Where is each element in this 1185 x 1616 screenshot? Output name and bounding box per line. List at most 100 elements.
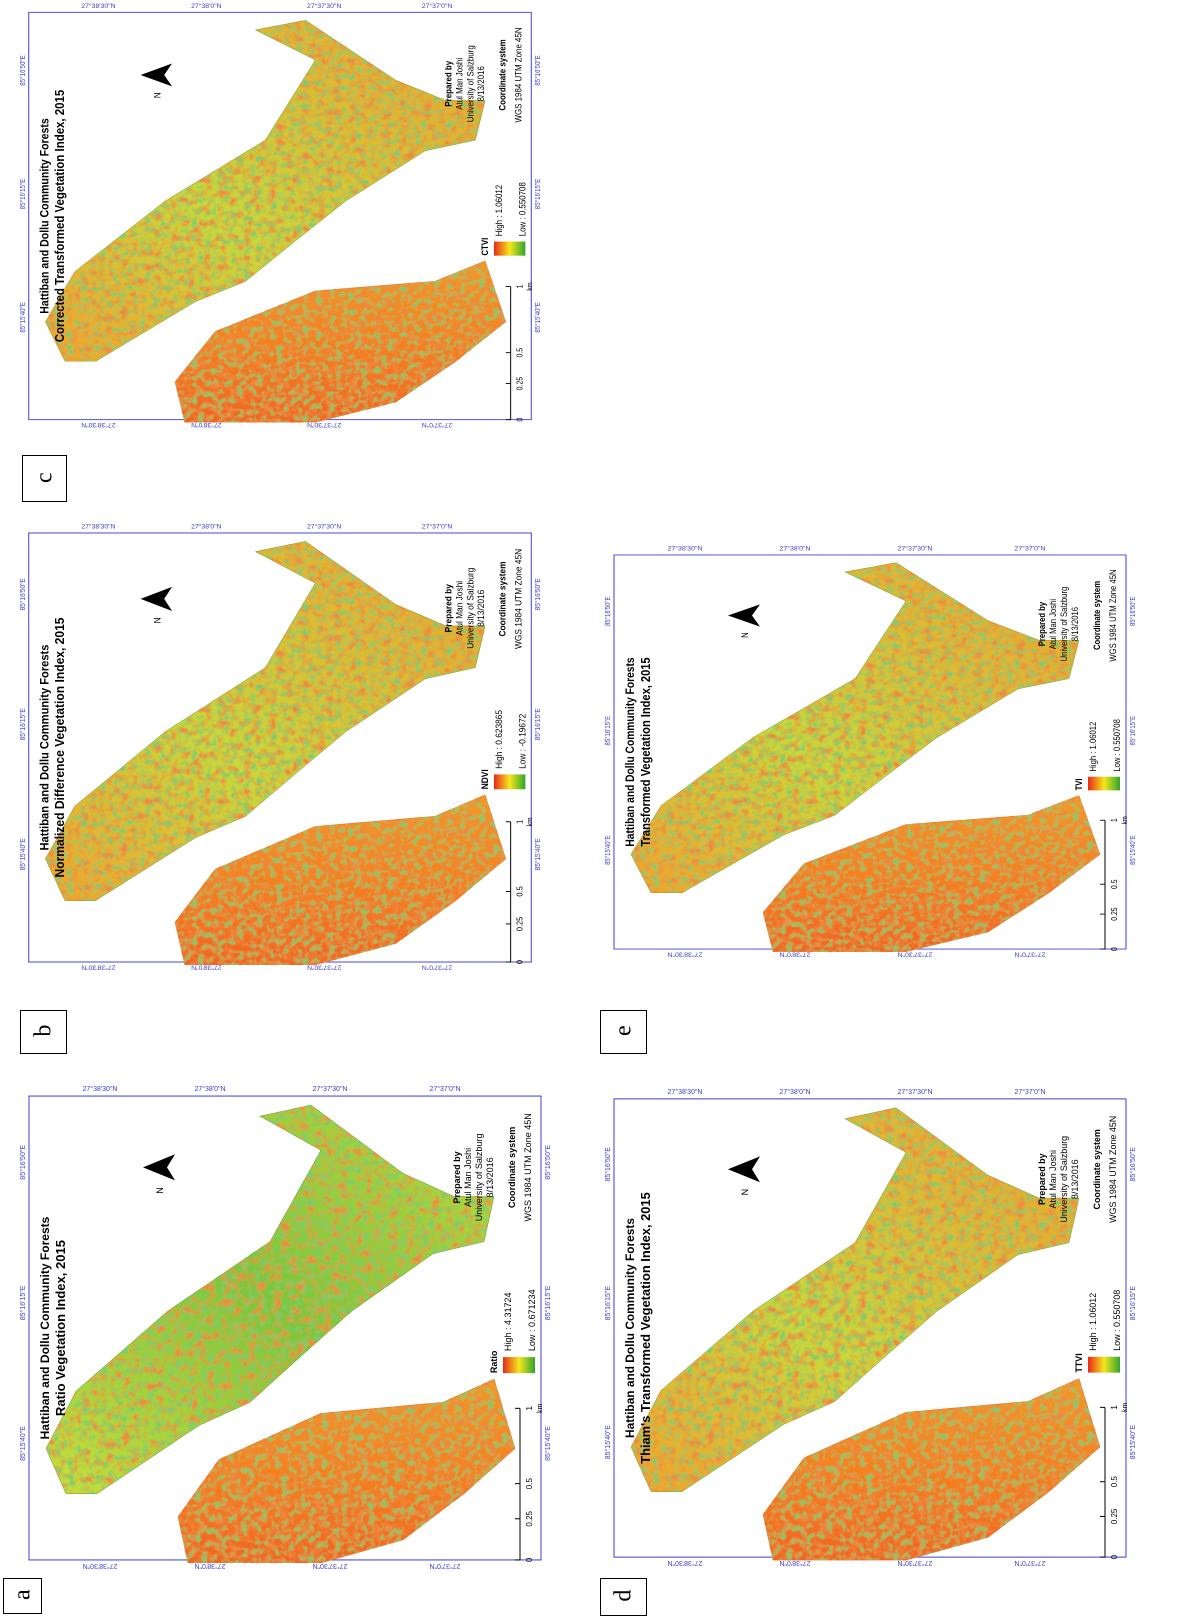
map-subtitle: Corrected Transformed Vegetation Index, … <box>53 90 68 343</box>
map-panel: 85°15'40"E 85°15'40"E 85°16'15"E 85°16'15"E… <box>15 1082 555 1574</box>
latitude-label: 27°38'30"N <box>667 545 702 552</box>
legend-ramp <box>1088 1357 1120 1373</box>
longitude-label: 85°16'50"E <box>604 596 613 626</box>
legend-high: High : 1.06012 <box>1088 1293 1098 1351</box>
panel-label: c <box>31 472 58 483</box>
coordinate-heading: Coordinate system <box>497 39 508 110</box>
legend-high: High : 1.06012 <box>1087 721 1098 771</box>
panel-label: d <box>610 1590 637 1602</box>
legend-high: High : 1.06012 <box>493 184 504 236</box>
scale-label: 0.25 <box>515 917 524 931</box>
coordinate-system: WGS 1984 UTM Zone 45N <box>1107 569 1118 661</box>
coordinate-heading: Coordinate system <box>507 1127 517 1208</box>
author: Atul Man Joshi <box>1047 599 1058 649</box>
legend-title: Ratio <box>489 1350 499 1373</box>
map: 85°15'40"E85°15'40"E85°16'15"E85°16'15"E… <box>15 0 545 432</box>
longitude-label: 85°16'50"E <box>19 578 27 611</box>
longitude-label: 85°15'40"E <box>534 838 542 871</box>
latitude-label: 27°37'0"N <box>421 421 452 429</box>
scale-unit: km <box>1122 1403 1129 1412</box>
legend-title: TVI <box>1073 778 1084 790</box>
longitude-label: 85°15'40"E <box>534 302 542 333</box>
institution: University of Salzburg <box>474 1134 484 1222</box>
legend-low: Low : 0.550708 <box>517 182 528 236</box>
scale-label: 0 <box>1110 1554 1119 1559</box>
latitude-label: 27°38'30"N <box>81 421 116 429</box>
longitude-label: 85°16'15"E <box>604 1286 612 1321</box>
coordinate-heading: Coordinate system <box>1092 1129 1102 1209</box>
longitude-label: 85°15'40"E <box>604 1425 612 1460</box>
scale-label: 0.5 <box>515 348 524 358</box>
longitude-label: 85°16'50"E <box>19 1145 27 1180</box>
prepared-heading: Prepared by <box>1036 602 1047 647</box>
panel-label-box: b <box>20 1010 67 1054</box>
map: 85°15'40"E 85°15'40"E 85°16'15"E 85°16'15"E… <box>600 1085 1140 1571</box>
figure: { "common": { "title_line1": "Hattiban a… <box>0 0 1185 1615</box>
scale-unit: km <box>537 1403 544 1413</box>
legend-title: TTVI <box>1074 1353 1084 1372</box>
date: 8/13/2016 <box>485 1157 495 1197</box>
scale-label: 1 <box>1109 818 1119 822</box>
scale-label: 0.25 <box>1110 1508 1119 1524</box>
north-label: N <box>152 92 163 98</box>
scale-label: 0.25 <box>515 377 524 391</box>
legend-ramp <box>503 1357 535 1373</box>
latitude-label: 27°38'0"N <box>194 1085 225 1093</box>
latitude-label: 27°38'0"N <box>779 545 810 552</box>
map-panel: 85°15'40"E 85°15'40"E 85°16'15"E 85°16'15"E… <box>600 1085 1140 1571</box>
latitude-label: 27°38'30"N <box>83 1562 118 1570</box>
longitude-label: 85°16'15"E <box>544 1285 552 1320</box>
longitude-label: 85°15'40"E <box>1129 1425 1137 1460</box>
map-title: Hattiban and Dollu Community Forests <box>39 645 51 851</box>
latitude-label: 27°37'30"N <box>307 2 342 10</box>
map-title: Hattiban and Dollu Community Forests <box>624 657 637 846</box>
latitude-label: 27°38'30"N <box>81 964 115 972</box>
panel-label-box: c <box>22 455 67 502</box>
scale-label: 0.25 <box>525 1510 534 1526</box>
institution: University of Salzburg <box>1058 586 1069 661</box>
prepared-heading: Prepared by <box>444 584 454 632</box>
longitude-label: 85°15'40"E <box>19 1426 27 1461</box>
longitude-label: 85°15'40"E <box>19 838 27 871</box>
coordinate-system: WGS 1984 UTM Zone 45N <box>513 27 524 122</box>
longitude-label: 85°15'40"E <box>544 1426 552 1461</box>
scale-unit: km <box>527 282 534 290</box>
coordinate-system: WGS 1984 UTM Zone 45N <box>513 549 523 649</box>
prepared-heading: Prepared by <box>443 61 454 107</box>
latitude-label: 27°38'30"N <box>667 951 702 958</box>
institution: University of Salzburg <box>1059 1136 1069 1223</box>
longitude-label: 85°16'15"E <box>604 715 613 745</box>
longitude-label: 85°16'15"E <box>1129 1286 1137 1321</box>
latitude-label: 27°38'30"N <box>83 1085 118 1093</box>
legend-low: Low : 0.550708 <box>1111 719 1122 772</box>
north-label: N <box>739 632 750 638</box>
longitude-label: 85°16'50"E <box>1129 1147 1137 1182</box>
longitude-label: 85°15'40"E <box>604 835 613 865</box>
coordinate-heading: Coordinate system <box>498 561 508 636</box>
latitude-label: 27°37'0"N <box>1014 1559 1045 1567</box>
latitude-label: 27°38'0"N <box>191 523 222 531</box>
map-panel: 85°15'40"E85°15'40"E85°16'15"E85°16'15"E… <box>15 520 545 975</box>
north-label: N <box>152 617 162 623</box>
legend-high: High : 4.31724 <box>503 1292 513 1351</box>
longitude-label: 85°16'15"E <box>19 1285 27 1320</box>
legend-title: NDVI <box>480 769 490 789</box>
author: Atul Man Joshi <box>1048 1150 1058 1208</box>
legend-low: Low : 0.550708 <box>1112 1290 1122 1351</box>
legend-title: CTVI <box>480 238 491 256</box>
map-subtitle: Normalized Difference Vegetation Index, … <box>53 617 67 877</box>
map-subtitle: Ratio Vegetation Index, 2015 <box>53 1240 68 1416</box>
date: 8/13/2016 <box>476 589 486 626</box>
scale-unit: km <box>1122 816 1130 824</box>
latitude-label: 27°38'30"N <box>667 1559 702 1567</box>
author: Atul Man Joshi <box>454 581 464 636</box>
prepared-heading: Prepared by <box>452 1151 462 1203</box>
scale-label: 0 <box>515 418 524 422</box>
date: 8/13/2016 <box>476 66 487 102</box>
panel-label-box: d <box>600 1578 647 1616</box>
scale-label: 0.5 <box>515 886 524 896</box>
latitude-label: 27°37'0"N <box>429 1562 460 1570</box>
